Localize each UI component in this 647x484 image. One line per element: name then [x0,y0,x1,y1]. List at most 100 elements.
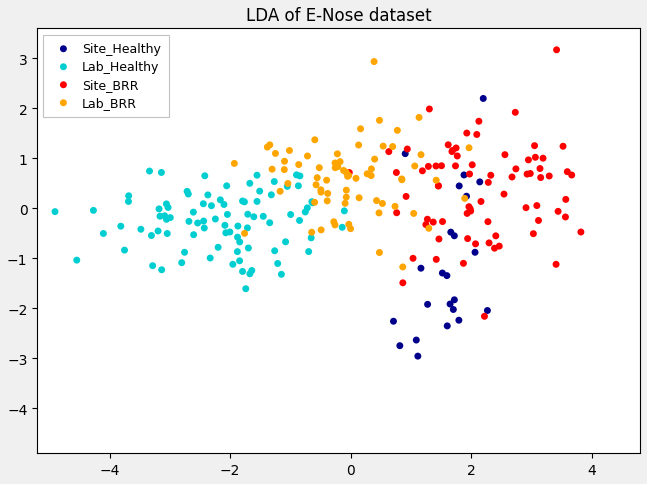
Lab_BRR [377,200,388,208]
Lab_BRR [354,195,364,202]
Lab_Healthy [124,198,134,206]
Site_BRR [560,196,571,204]
Site_BRR [490,232,501,240]
Lab_Healthy [161,200,171,208]
Lab_Healthy [198,200,208,208]
Site_BRR [530,154,540,162]
Site_BRR [384,149,394,156]
Lab_Healthy [182,188,192,196]
Site_BRR [499,191,509,198]
Site_BRR [483,179,494,187]
Lab_Healthy [203,192,213,199]
Lab_BRR [265,142,275,150]
Lab_Healthy [269,178,280,186]
Site_BRR [472,131,482,139]
Site_BRR [417,167,428,175]
Lab_BRR [374,210,384,217]
Site_BRR [562,168,573,176]
Lab_Healthy [220,222,230,230]
Site_BRR [433,182,444,190]
Lab_Healthy [228,261,238,269]
Lab_Healthy [270,247,280,255]
Lab_Healthy [232,248,243,256]
Lab_BRR [310,136,320,144]
Site_Healthy [422,301,433,309]
Site_BRR [428,219,439,227]
Site_BRR [479,313,490,320]
Lab_Healthy [307,199,318,207]
Lab_BRR [316,227,326,234]
Lab_Healthy [254,188,265,196]
Site_BRR [401,193,411,201]
Lab_BRR [341,169,351,177]
Lab_BRR [390,203,400,211]
Lab_BRR [344,172,354,180]
Site_Healthy [454,317,464,324]
Lab_Healthy [237,268,248,276]
Lab_Healthy [199,218,209,226]
Lab_Healthy [276,271,287,279]
Lab_Healthy [307,198,317,206]
Lab_Healthy [210,216,221,224]
Lab_BRR [333,164,343,171]
Lab_BRR [398,263,408,271]
Lab_Healthy [157,169,167,177]
Lab_BRR [362,170,373,178]
Lab_Healthy [72,257,82,264]
Lab_BRR [283,180,293,188]
Site_BRR [433,236,444,243]
Site_BRR [551,261,561,269]
Site_BRR [558,143,568,151]
Lab_BRR [410,163,420,170]
Site_Healthy [411,336,421,344]
Lab_Healthy [234,239,245,246]
Lab_BRR [416,151,426,159]
Lab_Healthy [266,192,276,199]
Lab_Healthy [243,244,254,252]
Lab_BRR [280,158,290,166]
Site_Healthy [437,270,448,277]
Lab_Healthy [337,224,347,232]
Lab_BRR [312,175,322,182]
Site_Healthy [459,172,469,180]
Lab_Healthy [159,212,170,220]
Lab_Healthy [148,262,158,270]
Lab_BRR [294,161,304,169]
Site_BRR [489,245,499,253]
Site_BRR [463,235,473,243]
Title: LDA of E-Nose dataset: LDA of E-Nose dataset [246,7,432,25]
Lab_BRR [307,229,317,237]
Site_Healthy [448,306,459,314]
Site_Healthy [442,272,452,280]
Lab_Healthy [243,211,253,219]
Lab_BRR [371,197,382,205]
Site_BRR [421,221,431,229]
Site_Healthy [454,182,465,190]
Site_BRR [551,47,562,55]
Lab_Healthy [188,231,199,239]
Lab_BRR [338,167,349,175]
Site_BRR [532,202,542,210]
Site_BRR [467,162,477,169]
Site_BRR [398,279,408,287]
Site_BRR [576,228,586,236]
Legend: Site_Healthy, Lab_Healthy, Site_BRR, Lab_BRR: Site_Healthy, Lab_Healthy, Site_BRR, Lab… [43,35,168,117]
Lab_Healthy [232,234,243,242]
Lab_Healthy [252,172,262,180]
Lab_BRR [344,221,354,228]
Lab_Healthy [303,248,314,256]
Lab_Healthy [155,213,165,221]
Site_BRR [494,243,505,251]
Site_BRR [483,218,493,226]
Site_BRR [528,230,538,238]
Site_BRR [521,204,531,212]
Site_BRR [436,163,446,170]
Site_BRR [431,256,441,264]
Site_BRR [474,118,484,126]
Lab_Healthy [258,213,269,221]
Lab_BRR [330,160,340,167]
Site_BRR [458,260,468,268]
Lab_BRR [311,182,322,189]
Lab_BRR [322,177,332,185]
Site_BRR [523,157,534,165]
